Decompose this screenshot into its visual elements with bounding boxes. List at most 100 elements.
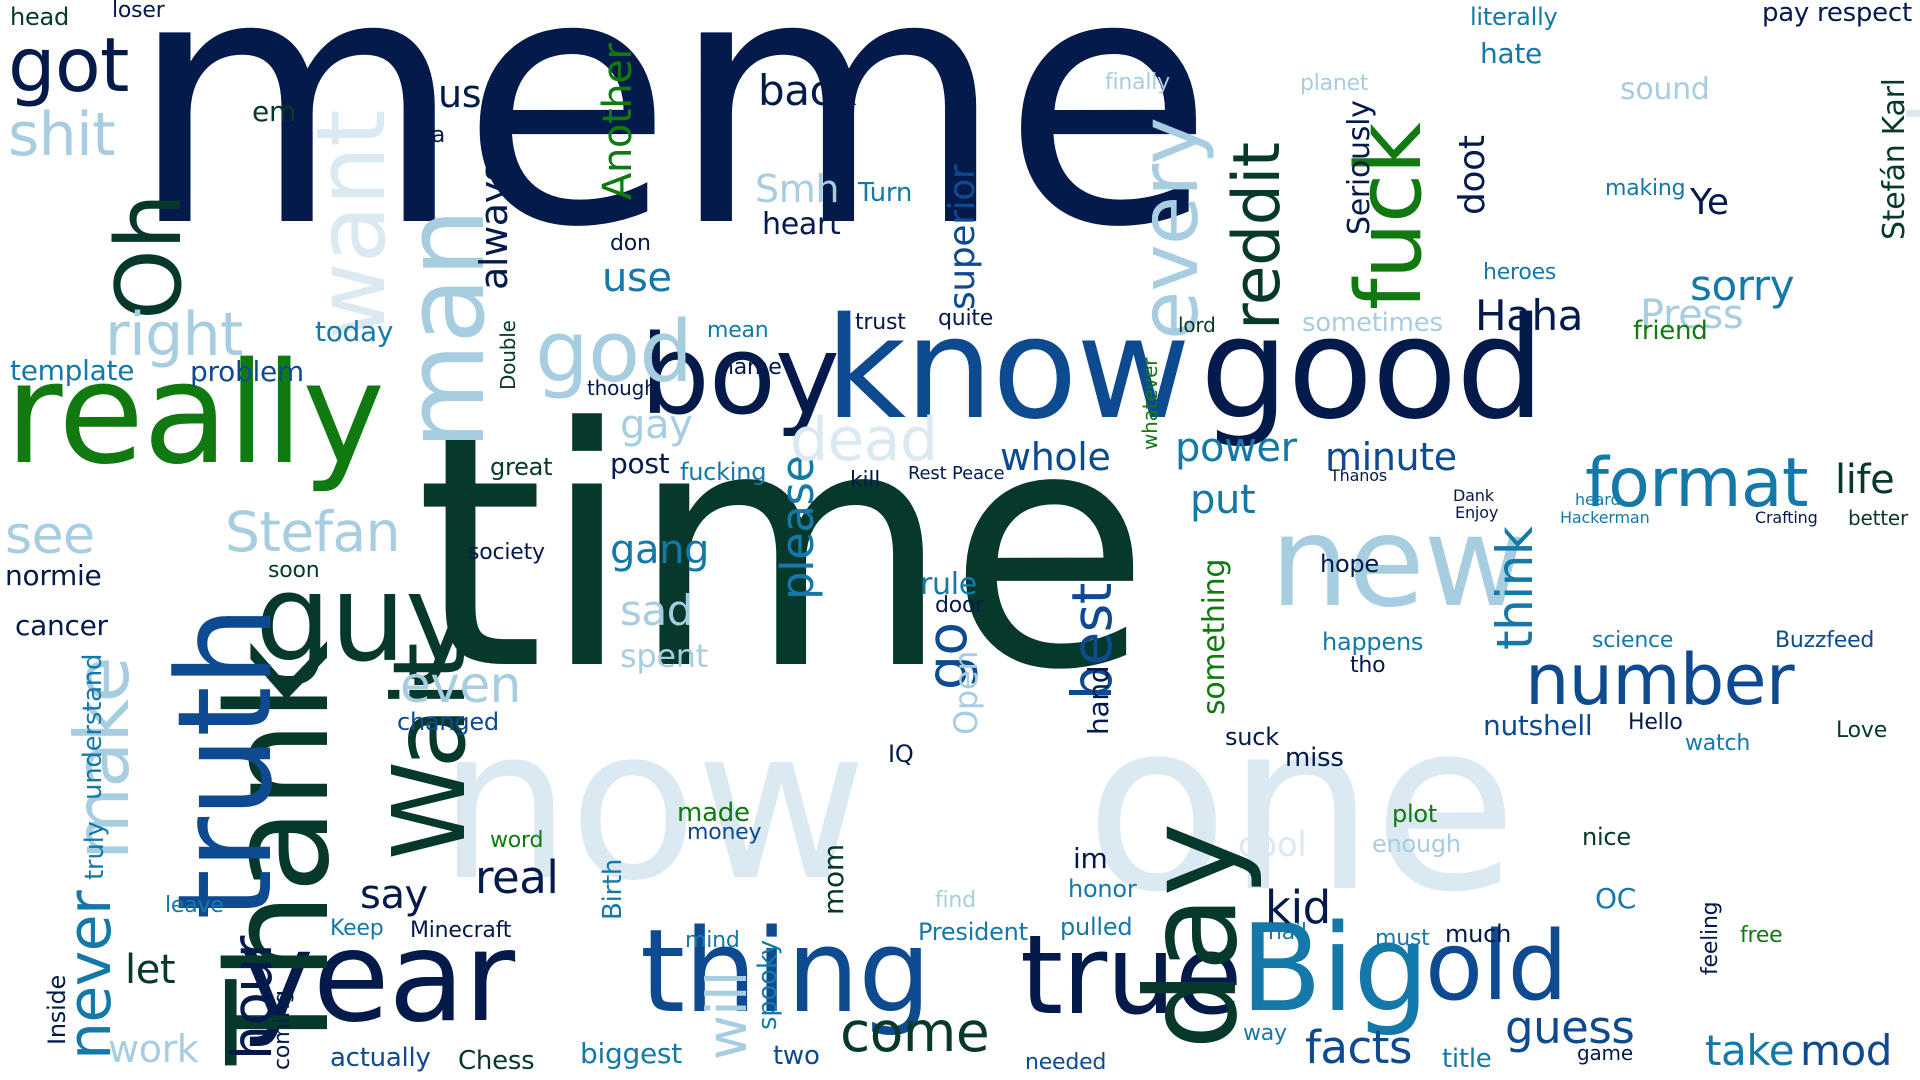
word-true: true	[1020, 911, 1242, 1039]
word-finally: finally	[1105, 70, 1170, 95]
word-guess: guess	[1505, 1001, 1635, 1054]
word-find: find	[935, 888, 976, 913]
word-sound: sound	[1620, 72, 1710, 107]
word-back: back	[758, 66, 857, 115]
word-money: money	[687, 820, 762, 845]
word-use: use	[602, 255, 672, 301]
word-real: real	[475, 851, 559, 904]
word-come: come	[840, 1000, 990, 1064]
word-hate: hate	[1480, 37, 1542, 70]
word-pulled: pulled	[1060, 913, 1133, 941]
word-title: title	[1442, 1044, 1492, 1074]
word-dank: Dank	[1453, 486, 1494, 505]
word-though: though	[587, 376, 657, 400]
word-im: im	[1073, 842, 1108, 875]
word-hello: Hello	[1628, 710, 1683, 735]
word-made: made	[677, 798, 750, 828]
word-rule: rule	[920, 567, 977, 602]
word-normie: normie	[5, 559, 102, 592]
word-hackerman: Hackerman	[1560, 508, 1650, 527]
word-pay-respect: pay respect	[1762, 0, 1912, 28]
word-today: today	[315, 315, 394, 348]
word-enjoy: Enjoy	[1455, 503, 1499, 522]
word-suck: suck	[1225, 723, 1279, 751]
word-double: Double	[496, 320, 520, 390]
word-two: two	[773, 1041, 820, 1071]
word-seriously: Seriously	[1342, 100, 1377, 235]
word-happens: happens	[1322, 628, 1424, 656]
word-inside: Inside	[43, 974, 71, 1045]
word-nice: nice	[1582, 823, 1631, 851]
word-mod: mod	[1800, 1026, 1893, 1075]
word-even: even	[400, 656, 521, 714]
word-sad: sad	[620, 586, 694, 635]
word-needed: needed	[1025, 1050, 1107, 1075]
word-head: head	[10, 3, 69, 31]
word-heard: heard	[1575, 490, 1621, 509]
word-love: Love	[1836, 718, 1888, 743]
word-turn: Turn	[858, 178, 913, 208]
word-cancer: cancer	[15, 609, 108, 642]
word-nutshell: nutshell	[1483, 709, 1593, 742]
word-problem: problem	[190, 355, 304, 388]
word-name: name	[720, 355, 782, 380]
word-understand: understand	[78, 653, 108, 800]
word-game: game	[1577, 1041, 1633, 1065]
word-coming: coming	[270, 990, 295, 1070]
word-changed: changed	[397, 708, 499, 736]
word-loser: loser	[112, 0, 165, 23]
word-da: da	[418, 123, 446, 148]
word-time: time	[415, 358, 1151, 742]
word-better: better	[1848, 506, 1909, 530]
word-haha: Haha	[1475, 291, 1583, 340]
word-enough: enough	[1372, 830, 1461, 858]
word-don: don	[610, 231, 651, 256]
word-lord: lord	[1178, 313, 1216, 337]
word-truth: year	[240, 905, 515, 1050]
word-format: format	[1585, 444, 1808, 523]
word-rest-peace: Rest Peace	[908, 463, 1005, 484]
word-plot: plot	[1392, 800, 1438, 828]
word-fucking: fucking	[680, 458, 767, 486]
word-meme: meme	[128, 0, 1214, 303]
word-tho: tho	[1350, 653, 1386, 678]
word-another: Another	[595, 43, 641, 200]
word-soon: soon	[268, 558, 320, 583]
word-honor: honor	[1068, 875, 1137, 903]
word-number: number	[1525, 639, 1795, 721]
word-template: template	[10, 354, 135, 387]
word-reddit: reddit	[1220, 142, 1295, 330]
word-put: put	[1190, 477, 1256, 523]
word-quite: quite	[938, 306, 994, 331]
word-right: right	[105, 300, 244, 370]
word-birth: Birth	[598, 858, 628, 920]
word-life: life	[1835, 457, 1895, 503]
word-sorry: sorry	[1690, 261, 1795, 310]
word-spooky: spooky	[753, 940, 783, 1030]
word-literally: literally	[1470, 3, 1558, 31]
word-whatever: whatever	[1138, 357, 1162, 450]
word-power: power	[1175, 425, 1297, 471]
word-society: society	[468, 540, 545, 565]
word-something: something	[1197, 558, 1232, 715]
word-minute: minute	[1325, 435, 1457, 479]
word-new: new	[1270, 490, 1526, 635]
word-open: Open	[947, 650, 985, 735]
word-work: work	[108, 1027, 199, 1071]
word-truly: truly	[80, 821, 110, 880]
word-old: old	[1425, 912, 1568, 1022]
word-word: word	[490, 828, 544, 853]
word-actually: actually	[330, 1043, 431, 1073]
word-kid: kid	[1265, 881, 1331, 934]
word-really: really	[5, 333, 385, 496]
word-iq: IQ	[888, 740, 914, 768]
word-whole: whole	[1000, 435, 1111, 479]
word-biggest: biggest	[580, 1037, 682, 1070]
word-cool: cool	[1238, 825, 1307, 865]
word-mom: mom	[817, 844, 850, 915]
word-see: see	[5, 506, 95, 566]
word-kill: kill	[850, 468, 881, 493]
word-must: must	[1375, 926, 1430, 951]
word-thanos: Thanos	[1330, 466, 1388, 485]
